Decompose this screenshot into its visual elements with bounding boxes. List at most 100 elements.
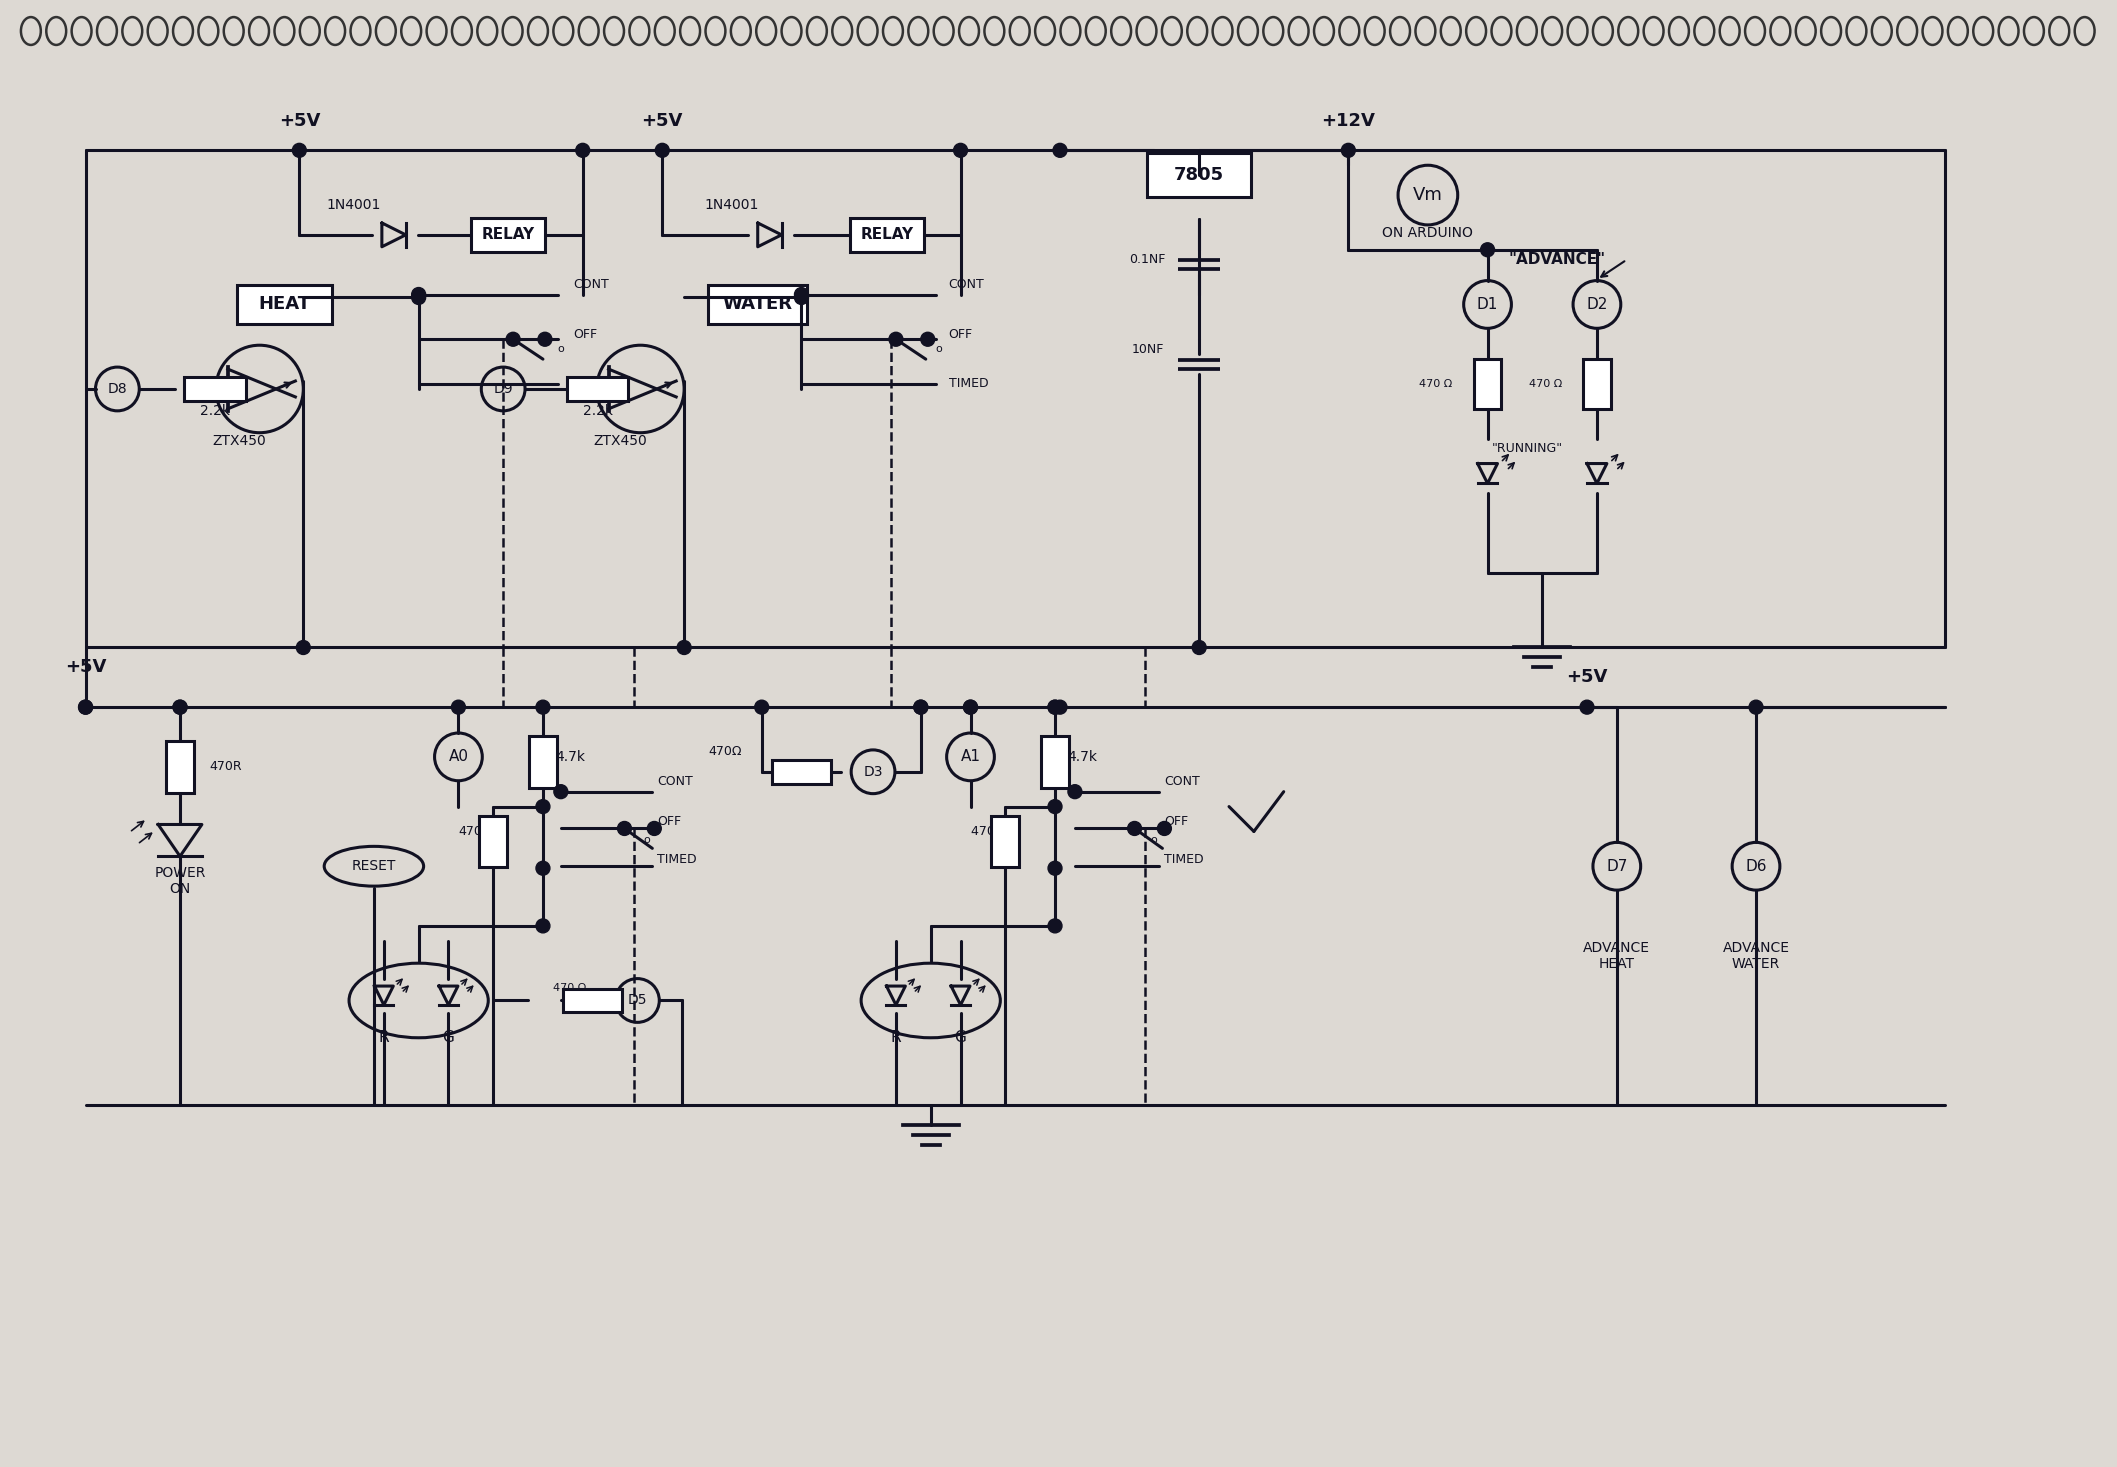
Circle shape <box>1048 700 1063 714</box>
Text: 2.2k: 2.2k <box>199 403 231 418</box>
Bar <box>1042 736 1069 788</box>
Text: G: G <box>442 1030 455 1045</box>
Circle shape <box>915 700 927 714</box>
Text: 10NF: 10NF <box>1130 343 1164 355</box>
Text: 1N4001: 1N4001 <box>705 198 760 213</box>
Text: 0.1NF: 0.1NF <box>1128 254 1166 266</box>
Circle shape <box>1048 700 1063 714</box>
Text: D2: D2 <box>1586 296 1607 312</box>
Circle shape <box>794 288 809 301</box>
Text: 4.7k: 4.7k <box>557 750 586 764</box>
Circle shape <box>411 290 426 305</box>
Circle shape <box>1342 144 1355 157</box>
Circle shape <box>1067 785 1082 798</box>
Circle shape <box>963 700 978 714</box>
Bar <box>184 377 246 400</box>
Text: 470 Ω: 470 Ω <box>1421 378 1452 389</box>
Text: ZTX450: ZTX450 <box>593 434 648 447</box>
Circle shape <box>648 822 661 835</box>
Text: 470 Ω: 470 Ω <box>1528 378 1562 389</box>
Text: o: o <box>557 345 565 354</box>
Text: CONT: CONT <box>656 775 692 788</box>
Circle shape <box>536 700 550 714</box>
Bar <box>567 377 629 400</box>
Text: 470 Ω: 470 Ω <box>970 824 1008 838</box>
Text: ADVANCE
HEAT: ADVANCE HEAT <box>1584 940 1651 971</box>
Text: A1: A1 <box>961 750 980 764</box>
Circle shape <box>1192 641 1207 654</box>
Bar <box>165 741 195 792</box>
Text: o: o <box>936 345 942 354</box>
Circle shape <box>953 144 967 157</box>
Bar <box>771 760 832 783</box>
Text: +5V: +5V <box>66 659 106 676</box>
Text: 470 Ω: 470 Ω <box>553 983 586 993</box>
Bar <box>470 219 546 252</box>
Circle shape <box>174 700 186 714</box>
Text: o: o <box>1150 835 1156 845</box>
Circle shape <box>794 290 809 305</box>
Text: D5: D5 <box>627 993 648 1008</box>
Text: TIMED: TIMED <box>948 377 989 390</box>
Text: 470Ω: 470Ω <box>709 745 741 758</box>
Text: +12V: +12V <box>1321 111 1376 129</box>
Text: TIMED: TIMED <box>656 852 696 866</box>
Circle shape <box>1048 918 1063 933</box>
Circle shape <box>292 144 307 157</box>
Circle shape <box>536 800 550 814</box>
Text: OFF: OFF <box>574 327 597 340</box>
Circle shape <box>296 641 311 654</box>
Circle shape <box>576 144 591 157</box>
Text: "RUNNING": "RUNNING" <box>1492 442 1562 455</box>
Text: 4.7k: 4.7k <box>1067 750 1097 764</box>
Bar <box>707 285 807 324</box>
Bar <box>237 285 332 324</box>
Text: G: G <box>955 1030 967 1045</box>
Circle shape <box>411 288 426 301</box>
Text: CONT: CONT <box>1164 775 1200 788</box>
Bar <box>478 816 508 867</box>
Circle shape <box>618 822 631 835</box>
Text: 2.2k: 2.2k <box>582 403 612 418</box>
Text: ZTX450: ZTX450 <box>214 434 267 447</box>
Circle shape <box>506 333 521 346</box>
Text: +5V: +5V <box>279 111 320 129</box>
Circle shape <box>451 700 466 714</box>
Circle shape <box>756 700 768 714</box>
Text: +5V: +5V <box>1567 669 1607 687</box>
Text: HEAT: HEAT <box>258 295 311 314</box>
Circle shape <box>1158 822 1171 835</box>
Circle shape <box>1579 700 1594 714</box>
Text: D3: D3 <box>864 764 883 779</box>
Text: POWER
ON: POWER ON <box>155 866 205 896</box>
Bar <box>1584 359 1611 409</box>
Circle shape <box>656 144 669 157</box>
Bar <box>563 989 622 1012</box>
Text: 7805: 7805 <box>1175 166 1224 185</box>
Text: "ADVANCE": "ADVANCE" <box>1509 252 1605 267</box>
Text: o: o <box>644 835 650 845</box>
Text: R: R <box>379 1030 390 1045</box>
Circle shape <box>915 700 927 714</box>
Text: CONT: CONT <box>948 279 984 290</box>
Text: R: R <box>891 1030 902 1045</box>
Circle shape <box>1052 144 1067 157</box>
Circle shape <box>1052 700 1067 714</box>
Bar <box>1147 154 1251 197</box>
Text: CONT: CONT <box>574 279 608 290</box>
Text: D8: D8 <box>108 381 127 396</box>
Circle shape <box>1048 800 1063 814</box>
Bar <box>529 736 557 788</box>
Text: D6: D6 <box>1744 858 1768 874</box>
Circle shape <box>921 333 936 346</box>
Text: ADVANCE
WATER: ADVANCE WATER <box>1723 940 1789 971</box>
Text: WATER: WATER <box>722 295 792 314</box>
Circle shape <box>538 333 553 346</box>
Circle shape <box>174 700 186 714</box>
Circle shape <box>1749 700 1763 714</box>
Circle shape <box>889 333 902 346</box>
Text: +5V: +5V <box>641 111 684 129</box>
Circle shape <box>963 700 978 714</box>
Text: 470R: 470R <box>210 760 243 773</box>
Text: TIMED: TIMED <box>574 377 612 390</box>
